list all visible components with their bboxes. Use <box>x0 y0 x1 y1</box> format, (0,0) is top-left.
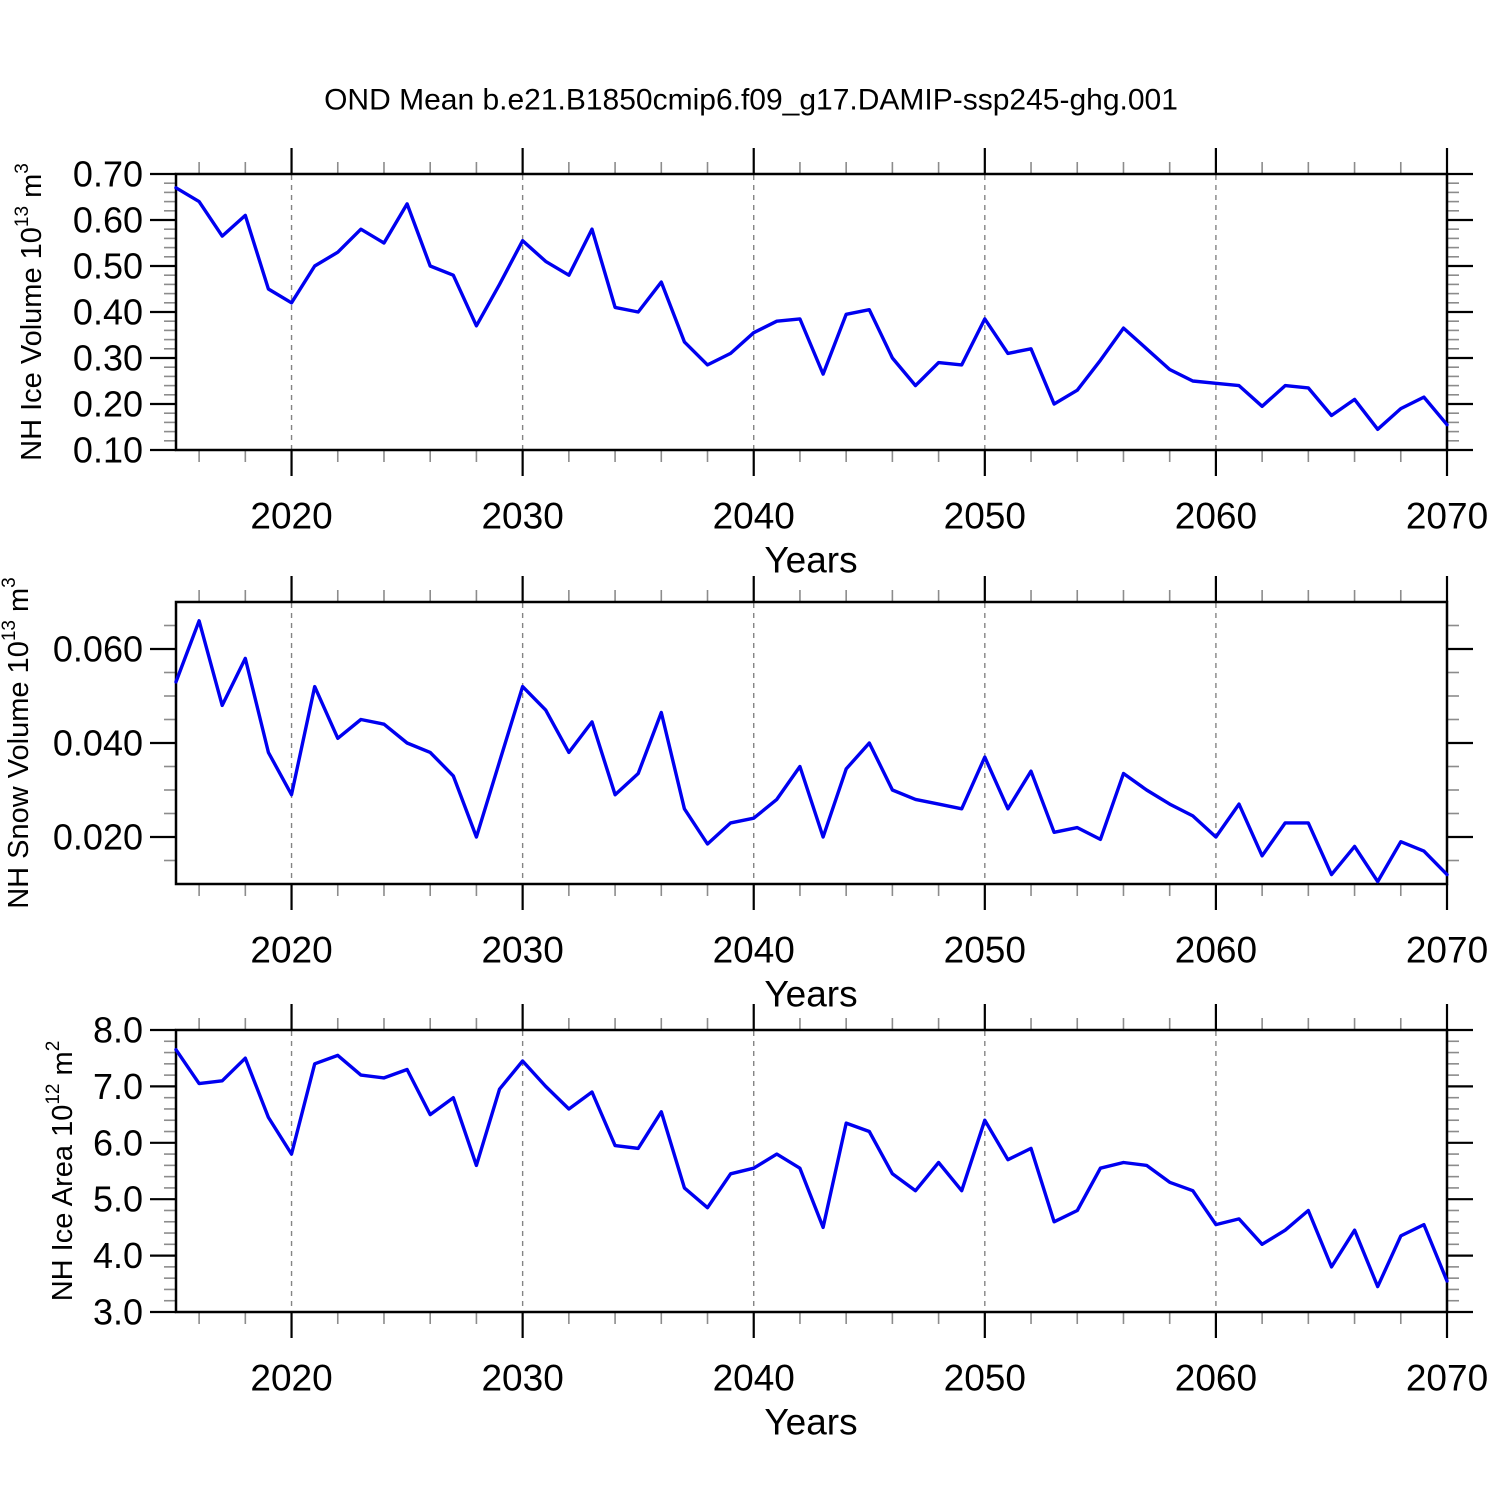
x-tick-label: 2060 <box>1175 496 1257 537</box>
y-tick-label: 0.020 <box>53 817 143 858</box>
y-tick-label: 0.040 <box>53 723 143 764</box>
x-tick-label: 2040 <box>713 496 795 537</box>
panel-ice-area: 3.0 4.0 5.0 6.0 7.0 8.0 2020 2030 2040 2050 2060 20… <box>93 1004 1488 1399</box>
x-tick-label: 2070 <box>1406 1358 1488 1399</box>
x-tick-label: 2030 <box>481 496 563 537</box>
y-tick-label: 0.60 <box>73 200 143 241</box>
plot-border <box>174 600 1449 886</box>
data-series-line <box>174 1047 1449 1289</box>
y-tick-label: 0.20 <box>73 384 143 425</box>
x-axis-title: Years <box>764 974 857 1015</box>
y-tick-label: 7.0 <box>93 1066 143 1107</box>
plot-border <box>174 1028 1449 1314</box>
x-tick-label: 2050 <box>944 1358 1026 1399</box>
y-tick-label: 0.060 <box>53 629 143 670</box>
y-tick-label: 0.40 <box>73 292 143 333</box>
x-axis-title: Years <box>764 540 857 581</box>
x-tick-label: 2020 <box>250 1358 332 1399</box>
x-tick-label: 2020 <box>250 930 332 971</box>
y-axis-title-snow-volume: NH Snow Volume 1013 m3 <box>0 577 35 909</box>
x-tick-label: 2070 <box>1406 930 1488 971</box>
panel-ice-volume: 0.10 0.20 0.30 0.40 0.50 0.60 0.70 2020 2030 2040… <box>73 148 1488 537</box>
y-axis-title-ice-volume: NH Ice Volume 1013 m3 <box>12 163 48 461</box>
y-tick-label: 0.30 <box>73 338 143 379</box>
y-tick-label: 4.0 <box>93 1235 143 1276</box>
x-tick-label: 2060 <box>1175 1358 1257 1399</box>
x-tick-label: 2070 <box>1406 496 1488 537</box>
y-tick-label: 0.10 <box>73 430 143 471</box>
x-axis-title: Years <box>764 1402 857 1443</box>
y-tick-label: 5.0 <box>93 1179 143 1220</box>
data-series-line <box>174 619 1449 884</box>
y-tick-label: 8.0 <box>93 1010 143 1051</box>
x-tick-label: 2050 <box>944 930 1026 971</box>
plot-border <box>174 172 1449 452</box>
y-tick-label: 6.0 <box>93 1122 143 1163</box>
y-tick-label: 0.50 <box>73 246 143 287</box>
x-tick-label: 2060 <box>1175 930 1257 971</box>
y-tick-label: 3.0 <box>93 1292 143 1333</box>
x-tick-label: 2030 <box>481 930 563 971</box>
x-tick-label: 2050 <box>944 496 1026 537</box>
panel-snow-volume: 0.020 0.040 0.060 2020 2030 2040 2050 2060 2070 <box>53 576 1488 971</box>
x-tick-label: 2040 <box>713 1358 795 1399</box>
data-series-line <box>174 186 1449 431</box>
x-tick-label: 2020 <box>250 496 332 537</box>
chart-title: OND Mean b.e21.B1850cmip6.f09_g17.DAMIP-… <box>324 84 1178 117</box>
x-tick-label: 2030 <box>481 1358 563 1399</box>
y-tick-label: 0.70 <box>73 154 143 195</box>
x-tick-label: 2040 <box>713 930 795 971</box>
y-axis-title-ice-area: NH Ice Area 1012 m2 <box>43 1041 79 1302</box>
